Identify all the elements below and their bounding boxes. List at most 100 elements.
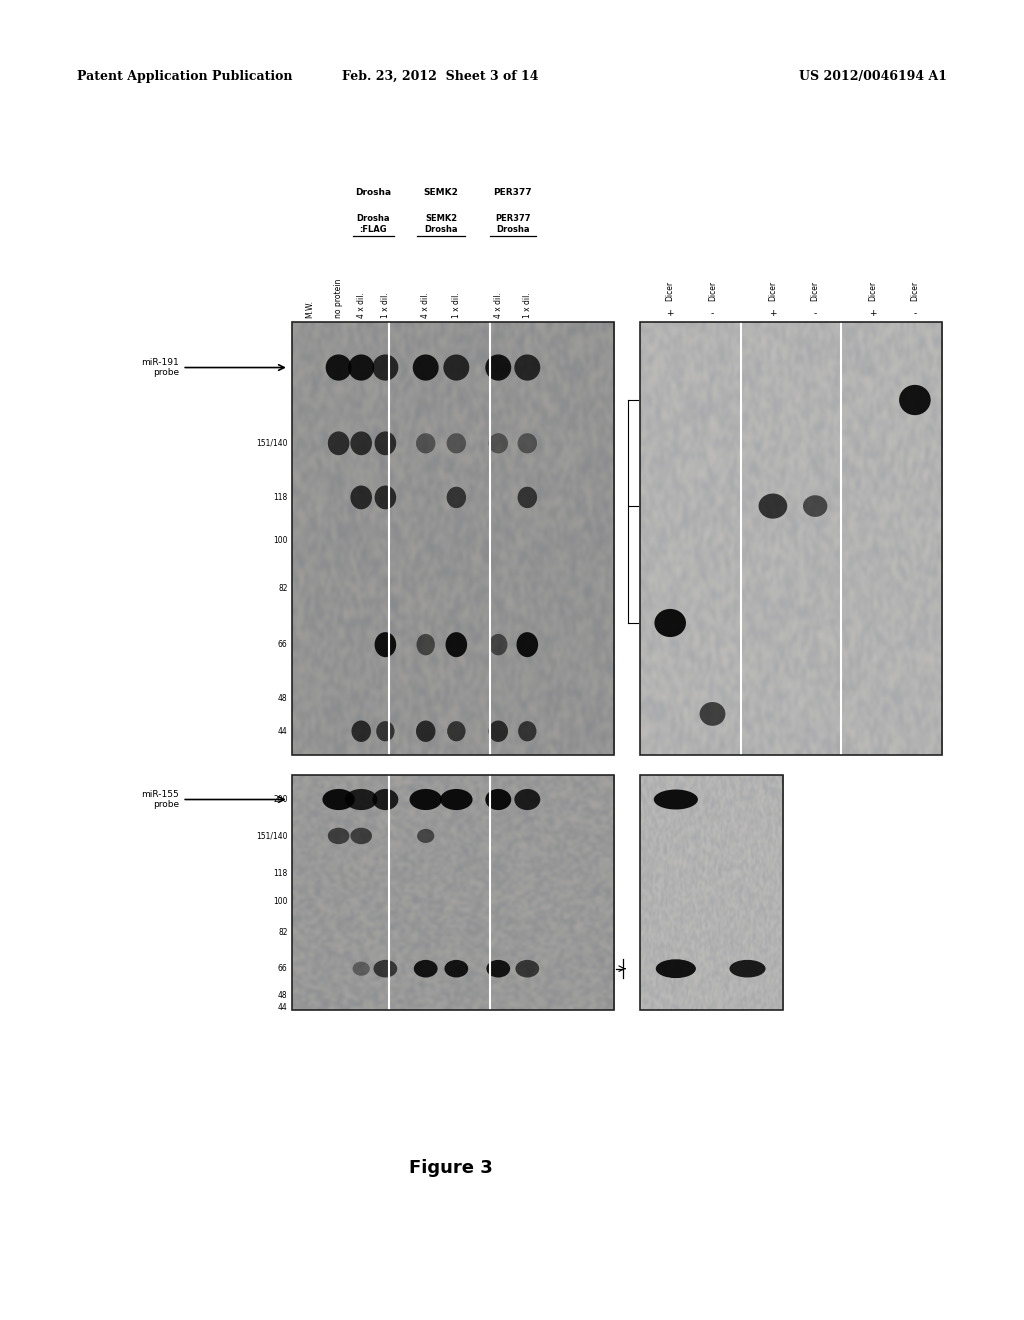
Ellipse shape: [654, 609, 686, 638]
Ellipse shape: [373, 355, 398, 380]
Ellipse shape: [517, 487, 537, 508]
Text: 66: 66: [278, 640, 288, 649]
Bar: [292, 322, 614, 755]
Ellipse shape: [489, 634, 508, 655]
Ellipse shape: [517, 433, 537, 454]
Ellipse shape: [328, 828, 349, 845]
Ellipse shape: [445, 632, 467, 657]
Bar: [292, 775, 614, 1010]
Ellipse shape: [729, 960, 766, 978]
Text: 151/140: 151/140: [256, 832, 288, 841]
Text: US 2012/0046194 A1: US 2012/0046194 A1: [799, 70, 947, 83]
Text: +: +: [667, 309, 674, 318]
Ellipse shape: [518, 721, 537, 742]
Ellipse shape: [443, 355, 469, 380]
Text: -: -: [711, 309, 714, 318]
Text: SEMK2
Drosha: SEMK2 Drosha: [424, 214, 458, 234]
Text: -: -: [913, 309, 916, 318]
Text: 1 x dil.: 1 x dil.: [452, 292, 461, 318]
Ellipse shape: [351, 721, 371, 742]
Text: 4 x dil.: 4 x dil.: [494, 292, 503, 318]
Bar: [640, 322, 942, 755]
Text: 44: 44: [278, 727, 288, 735]
Ellipse shape: [515, 960, 540, 978]
Ellipse shape: [447, 721, 466, 742]
Ellipse shape: [374, 960, 397, 978]
Text: PER377
Drosha: PER377 Drosha: [495, 214, 530, 234]
Ellipse shape: [514, 355, 541, 380]
Text: M.W.: M.W.: [305, 300, 314, 318]
Text: Drosha: Drosha: [355, 187, 391, 197]
Text: Dicer: Dicer: [708, 281, 717, 301]
Ellipse shape: [444, 960, 468, 978]
Text: no protein: no protein: [334, 279, 343, 318]
Ellipse shape: [352, 962, 370, 975]
Ellipse shape: [485, 355, 511, 380]
Ellipse shape: [326, 355, 351, 380]
Text: 1 x dil.: 1 x dil.: [523, 292, 531, 318]
Ellipse shape: [803, 495, 827, 517]
Text: PER377: PER377: [494, 187, 532, 197]
Text: Dicer: Dicer: [768, 281, 777, 301]
Text: 82: 82: [279, 583, 288, 593]
Text: 151/140: 151/140: [256, 438, 288, 447]
Text: 66: 66: [278, 964, 288, 973]
Ellipse shape: [446, 487, 466, 508]
Ellipse shape: [446, 433, 466, 454]
Text: Feb. 23, 2012  Sheet 3 of 14: Feb. 23, 2012 Sheet 3 of 14: [342, 70, 539, 83]
Text: Dicer: Dicer: [811, 281, 819, 301]
Ellipse shape: [350, 486, 372, 510]
Ellipse shape: [488, 433, 508, 454]
Ellipse shape: [416, 721, 435, 742]
Ellipse shape: [653, 789, 698, 809]
Ellipse shape: [375, 632, 396, 657]
Ellipse shape: [514, 789, 541, 810]
Ellipse shape: [899, 385, 931, 416]
Ellipse shape: [376, 721, 394, 742]
Text: 100: 100: [273, 898, 288, 907]
Text: 200: 200: [273, 795, 288, 804]
Text: Dicer: Dicer: [910, 281, 920, 301]
Ellipse shape: [416, 433, 435, 454]
Text: +: +: [769, 309, 776, 318]
Text: 48: 48: [279, 991, 288, 1001]
Text: Drosha
:FLAG: Drosha :FLAG: [356, 214, 390, 234]
Ellipse shape: [328, 432, 349, 455]
Ellipse shape: [417, 829, 434, 843]
Text: Dicer: Dicer: [666, 281, 675, 301]
Ellipse shape: [414, 960, 437, 978]
Ellipse shape: [486, 960, 510, 978]
Ellipse shape: [375, 486, 396, 510]
Ellipse shape: [345, 789, 378, 810]
Text: 4 x dil.: 4 x dil.: [421, 292, 430, 318]
Ellipse shape: [375, 432, 396, 455]
Text: -: -: [814, 309, 817, 318]
Ellipse shape: [348, 355, 374, 380]
Text: 1 x dil.: 1 x dil.: [381, 292, 390, 318]
Text: miR-191
probe: miR-191 probe: [141, 358, 179, 378]
Ellipse shape: [373, 789, 398, 810]
Text: 100: 100: [273, 536, 288, 545]
Ellipse shape: [410, 789, 442, 810]
Text: 118: 118: [273, 492, 288, 502]
Ellipse shape: [759, 494, 787, 519]
Ellipse shape: [699, 702, 725, 726]
Ellipse shape: [440, 789, 472, 810]
Text: 44: 44: [278, 1003, 288, 1012]
Ellipse shape: [413, 355, 438, 380]
Text: miR-155
probe: miR-155 probe: [141, 789, 179, 809]
Ellipse shape: [488, 721, 508, 742]
Ellipse shape: [485, 789, 511, 810]
Text: 82: 82: [279, 928, 288, 937]
Ellipse shape: [417, 634, 435, 655]
Ellipse shape: [350, 432, 372, 455]
Ellipse shape: [655, 960, 696, 978]
Text: Figure 3: Figure 3: [409, 1159, 493, 1177]
Ellipse shape: [350, 828, 372, 845]
Text: 4 x dil.: 4 x dil.: [356, 292, 366, 318]
Text: Dicer: Dicer: [868, 281, 878, 301]
Text: +: +: [868, 309, 877, 318]
Text: SEMK2: SEMK2: [424, 187, 459, 197]
Text: 118: 118: [273, 869, 288, 878]
Bar: [640, 775, 783, 1010]
